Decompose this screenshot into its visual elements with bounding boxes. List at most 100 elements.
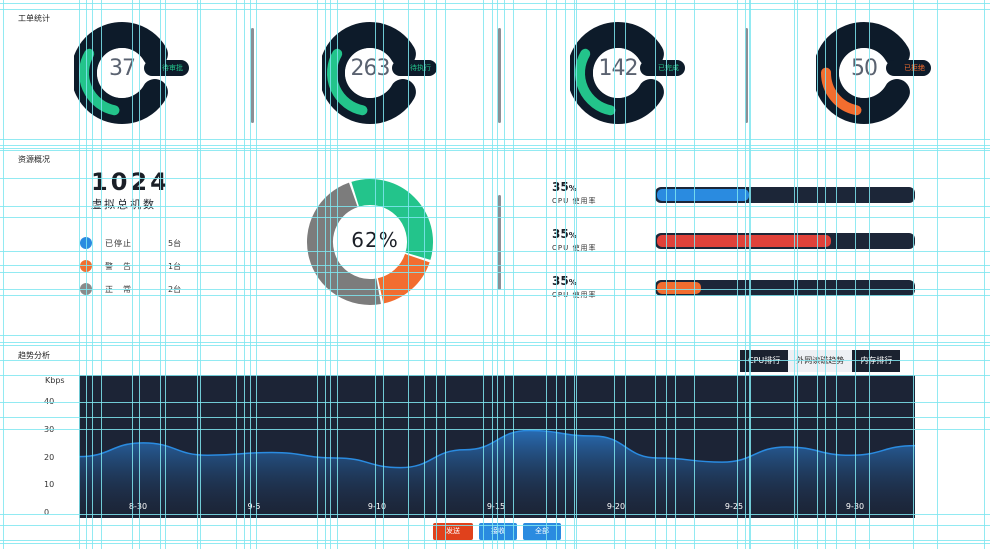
- x-tick-label: 9-25: [724, 502, 744, 511]
- gauge-completed: 142 已完成: [570, 18, 685, 128]
- guide-line: [197, 0, 198, 549]
- vm-total-label: 虚拟总机数: [91, 198, 156, 211]
- gauge-value: 263: [350, 56, 391, 81]
- guide-line: [383, 0, 384, 549]
- gauge-ring: [816, 22, 910, 124]
- gauge-badge: 已拒绝: [886, 60, 931, 76]
- guide-line: [0, 375, 990, 376]
- guide-line: [0, 342, 990, 343]
- all-button[interactable]: 全部: [523, 523, 561, 540]
- tab-cpu-ranking[interactable]: CPU排行: [740, 350, 789, 372]
- usage-value: 35: [552, 274, 569, 288]
- usage-bar-fill: [657, 189, 750, 201]
- usage-unit: %: [568, 278, 577, 287]
- guide-line: [0, 429, 990, 430]
- guide-line: [0, 150, 990, 151]
- guide-line: [424, 0, 425, 549]
- guide-line: [750, 0, 751, 549]
- guide-line: [655, 0, 656, 549]
- usage-bar: [655, 280, 915, 296]
- y-tick-label: 40: [44, 397, 64, 406]
- gauge-ring: [570, 22, 664, 124]
- guide-line: [825, 0, 826, 549]
- guide-line: [855, 0, 856, 549]
- guide-line: [0, 206, 990, 207]
- guide-line: [86, 0, 87, 549]
- usage-value: 35: [552, 180, 569, 194]
- tab-memory-ranking[interactable]: 内存排行: [852, 350, 901, 372]
- guide-line: [984, 0, 985, 549]
- guide-line: [836, 0, 837, 549]
- y-tick-label: 10: [44, 480, 55, 489]
- usage-unit: %: [568, 184, 577, 193]
- donut-segment: [377, 253, 430, 304]
- gauge-ring: [74, 22, 168, 124]
- guide-line: [3, 0, 4, 549]
- guide-line: [0, 417, 990, 418]
- guide-line: [445, 0, 446, 549]
- divider: [251, 28, 254, 123]
- legend-count: 5台: [168, 239, 182, 248]
- gauge-ring: [322, 22, 416, 124]
- legend-count: 1台: [168, 262, 182, 271]
- usage-bar: [655, 187, 915, 203]
- trend-tabs: CPU排行 外网读磁趋势 内存排行: [740, 350, 901, 372]
- guide-line: [794, 0, 795, 549]
- divider: [745, 28, 748, 123]
- guide-line: [513, 0, 514, 549]
- guide-line: [330, 0, 331, 549]
- divider: [498, 195, 501, 290]
- gauge-value: 142: [598, 56, 639, 81]
- x-tick-label: 8-30: [128, 502, 148, 511]
- guide-line: [436, 0, 437, 549]
- receive-button[interactable]: 接收: [479, 523, 517, 540]
- send-button[interactable]: 发送: [433, 523, 473, 540]
- guide-line: [0, 251, 990, 252]
- guide-line: [0, 345, 990, 346]
- gauge-center: [97, 48, 147, 98]
- guide-line: [869, 0, 870, 549]
- guide-line: [0, 543, 990, 544]
- guide-line: [497, 0, 498, 549]
- guide-line: [745, 0, 746, 549]
- gauge-center: [593, 48, 643, 98]
- gauge-value: 50: [851, 56, 878, 81]
- guide-line: [937, 0, 938, 549]
- usage-unit: %: [568, 231, 577, 240]
- donut-segment: [307, 182, 381, 305]
- section-title-trend: 趋势分析: [18, 351, 50, 360]
- guide-line: [0, 335, 990, 336]
- guide-line: [0, 272, 990, 273]
- guide-line: [574, 0, 575, 549]
- guide-line: [132, 0, 133, 549]
- x-tick-label: 9-20: [606, 502, 626, 511]
- x-tick-label: 9-5: [247, 502, 261, 511]
- guide-line: [749, 0, 750, 549]
- gauge-pending-execution: 263 待执行: [322, 18, 437, 128]
- guide-line: [0, 514, 990, 515]
- guide-line: [250, 0, 251, 549]
- vm-total-count: 1024: [91, 168, 170, 196]
- guide-line: [200, 0, 201, 549]
- guide-line: [92, 0, 93, 549]
- gauge-progress: [575, 48, 616, 116]
- gauge-badge: 已完成: [640, 60, 685, 76]
- guide-line: [0, 178, 990, 179]
- y-tick-label: 20: [44, 453, 55, 462]
- guide-line: [244, 0, 245, 549]
- guide-line: [817, 0, 818, 549]
- guide-line: [546, 0, 547, 549]
- guide-line: [0, 9, 990, 10]
- x-tick-label: 9-10: [367, 502, 387, 511]
- guide-line: [408, 0, 409, 549]
- guide-line: [101, 0, 102, 549]
- guide-line: [614, 0, 615, 549]
- gauge-value: 37: [109, 56, 136, 81]
- guide-line: [625, 0, 626, 549]
- x-tick-label: 9-15: [486, 502, 506, 511]
- guide-line: [0, 360, 990, 361]
- gauge-progress: [79, 48, 120, 116]
- guide-line: [317, 0, 318, 549]
- section-title-resources: 资源概况: [18, 155, 50, 164]
